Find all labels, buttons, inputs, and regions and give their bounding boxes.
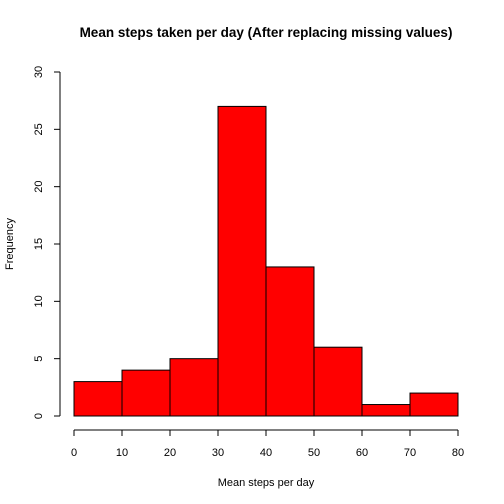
x-tick-label-1: 10 <box>116 447 128 459</box>
y-tick-label-0: 0 <box>33 413 45 419</box>
y-tick-label-5: 25 <box>33 123 45 135</box>
histogram-bar-4 <box>265 266 315 417</box>
y-tick-label-1: 5 <box>33 356 45 362</box>
x-tick-label-6: 60 <box>356 447 368 459</box>
histogram-bar-7 <box>409 392 459 417</box>
x-axis-label: Mean steps per day <box>218 477 315 489</box>
y-axis-label: Frequency <box>4 218 16 270</box>
histogram-bar-0 <box>73 381 123 417</box>
bars <box>73 105 459 417</box>
histogram-bar-2 <box>169 358 219 417</box>
x-tick-label-0: 0 <box>71 447 77 459</box>
x-axis: 0 10 20 30 40 50 60 70 80 <box>71 429 464 459</box>
histogram-bar-5 <box>313 346 363 417</box>
x-tick-label-8: 80 <box>452 447 464 459</box>
y-tick-label-6: 30 <box>33 66 45 78</box>
x-tick-label-7: 70 <box>404 447 416 459</box>
y-tick-label-2: 10 <box>33 295 45 307</box>
x-tick-label-2: 20 <box>164 447 176 459</box>
histogram-bar-1 <box>121 369 171 417</box>
x-tick-label-3: 30 <box>212 447 224 459</box>
chart-title: Mean steps taken per day (After replacin… <box>80 25 453 40</box>
histogram-bar-6 <box>361 404 411 417</box>
x-tick-label-4: 40 <box>260 447 272 459</box>
y-tick-label-4: 20 <box>33 181 45 193</box>
histogram-bar-3 <box>217 105 267 417</box>
x-tick-label-5: 50 <box>308 447 320 459</box>
y-axis: 0 5 10 15 20 25 30 <box>33 66 61 419</box>
y-tick-label-3: 15 <box>33 238 45 250</box>
